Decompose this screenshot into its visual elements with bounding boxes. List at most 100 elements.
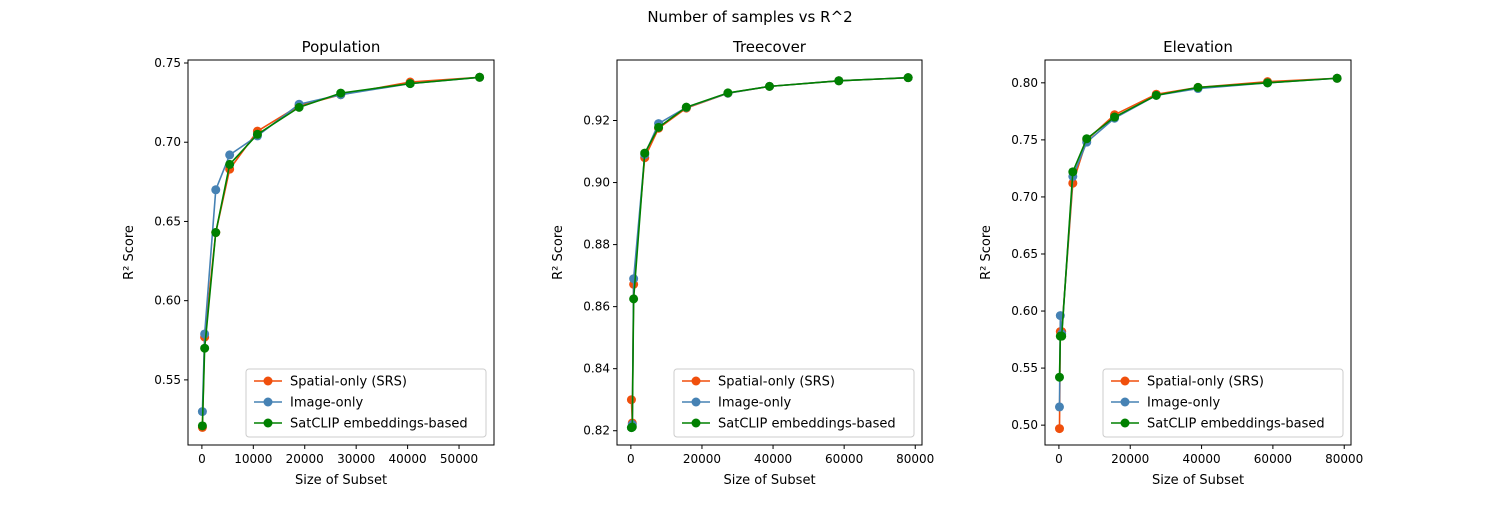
data-point [654, 122, 664, 132]
x-tick-label: 40000 [389, 452, 427, 466]
x-tick-label: 20000 [286, 452, 324, 466]
x-tick-label: 0 [627, 452, 635, 466]
x-axis-label: Size of Subset [295, 473, 387, 488]
data-point [629, 274, 639, 284]
y-tick-label: 0.75 [1011, 133, 1038, 147]
subplot-population: Population 0 10000 20000 30000 40000 50000 0.55… [122, 38, 495, 488]
data-point [629, 294, 639, 304]
data-point [640, 148, 650, 158]
x-tick-label: 0 [1055, 452, 1063, 466]
legend-marker [1120, 418, 1130, 428]
data-point [211, 185, 221, 195]
legend-label: SatCLIP embeddings-based [290, 417, 468, 432]
axes-frame [1044, 59, 1352, 446]
subplot-title: Elevation [1163, 38, 1233, 56]
y-tick-label: 0.55 [1011, 361, 1038, 375]
y-tick-label: 0.50 [1011, 418, 1038, 432]
y-tick-label: 0.60 [154, 294, 181, 308]
x-tick-label: 40000 [754, 452, 792, 466]
legend-label: Spatial-only (SRS) [1147, 375, 1264, 390]
legend: Spatial-only (SRS) Image-only SatCLIP embe… [1102, 368, 1344, 438]
legend-label: SatCLIP embeddings-based [718, 417, 896, 432]
data-point [1054, 424, 1064, 434]
x-tick-label: 20000 [683, 452, 721, 466]
series-line-3 [630, 76, 909, 429]
y-tick-label: 0.84 [583, 362, 610, 376]
y-tick-label: 0.75 [154, 56, 181, 70]
legend-marker [691, 397, 701, 407]
legend-marker [263, 418, 273, 428]
y-tick-label: 0.90 [583, 176, 610, 190]
x-tick-label: 20000 [1111, 452, 1149, 466]
data-point [475, 72, 485, 82]
legend-box [673, 368, 915, 438]
data-point [1110, 112, 1120, 122]
y-tick-label: 0.80 [1011, 76, 1038, 90]
data-point [1151, 90, 1161, 100]
data-point [225, 159, 235, 169]
y-axis-label: R² Score [979, 225, 994, 280]
data-point [1263, 78, 1273, 88]
x-tick-label: 50000 [440, 452, 478, 466]
legend-label: Image-only [718, 396, 791, 411]
subplot-title: Population [302, 38, 381, 56]
y-tick-label: 0.88 [583, 238, 610, 252]
subplot-title: Treecover [732, 38, 807, 56]
data-point [1193, 82, 1203, 92]
legend-marker [691, 418, 701, 428]
y-tick-label: 0.65 [1011, 247, 1038, 261]
x-tick-label: 0 [198, 452, 206, 466]
legend-marker [691, 376, 701, 386]
data-point [405, 79, 415, 89]
legend-box [245, 368, 487, 438]
data-point [903, 73, 913, 83]
data-point [1332, 73, 1342, 83]
data-point [834, 76, 844, 86]
data-point [211, 228, 221, 238]
axes-frame [187, 59, 495, 446]
legend-label: Spatial-only (SRS) [718, 375, 835, 390]
x-axis-label: Size of Subset [723, 473, 815, 488]
legend-marker [263, 376, 273, 386]
data-point [1068, 167, 1078, 177]
subplot-treecover: Treecover 0 20000 40000 60000 80000 0.82 0.84 0.… [551, 38, 934, 488]
figure-suptitle: Number of samples vs R^2 [647, 8, 852, 26]
series-line-3 [1058, 77, 1338, 378]
legend-marker [1120, 376, 1130, 386]
data-point [723, 88, 733, 98]
legend-label: Spatial-only (SRS) [290, 375, 407, 390]
x-tick-label: 40000 [1182, 452, 1220, 466]
x-tick-label: 60000 [1254, 452, 1292, 466]
y-axis-label: R² Score [122, 225, 137, 280]
data-point [294, 102, 304, 112]
data-point [225, 150, 235, 160]
data-point [197, 421, 207, 431]
x-tick-label: 80000 [1325, 452, 1363, 466]
data-point [627, 422, 637, 432]
y-tick-label: 0.70 [154, 135, 181, 149]
data-point [1057, 331, 1067, 341]
data-point [200, 329, 210, 339]
series-line-2 [201, 76, 480, 412]
x-tick-label: 80000 [896, 452, 934, 466]
y-tick-label: 0.86 [583, 300, 610, 314]
legend-label: Image-only [1147, 396, 1220, 411]
data-point [200, 343, 210, 353]
data-point [1082, 134, 1092, 144]
data-point [252, 129, 262, 139]
data-point [336, 88, 346, 98]
axes-frame [616, 59, 923, 446]
x-axis-label: Size of Subset [1152, 473, 1244, 488]
y-tick-label: 0.92 [583, 113, 610, 127]
legend: Spatial-only (SRS) Image-only SatCLIP embe… [673, 368, 915, 438]
legend-marker [263, 397, 273, 407]
data-point [765, 81, 774, 91]
y-tick-label: 0.70 [1011, 190, 1038, 204]
x-tick-label: 60000 [825, 452, 863, 466]
legend-label: Image-only [290, 396, 363, 411]
legend: Spatial-only (SRS) Image-only SatCLIP embe… [245, 368, 487, 438]
legend-marker [1120, 397, 1130, 407]
y-tick-label: 0.55 [154, 373, 181, 387]
y-axis-label: R² Score [551, 225, 566, 280]
